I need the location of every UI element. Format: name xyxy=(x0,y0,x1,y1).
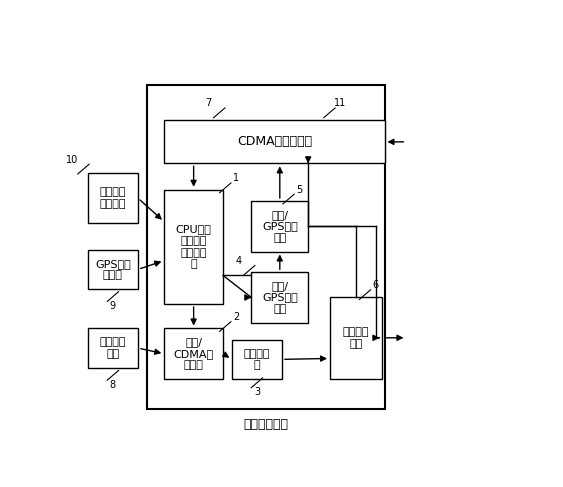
Bar xyxy=(164,190,223,304)
Bar xyxy=(88,250,138,289)
Bar xyxy=(164,328,223,379)
Bar xyxy=(164,120,385,164)
Text: 北斗信号
处理模块: 北斗信号 处理模块 xyxy=(100,187,126,209)
Text: 6: 6 xyxy=(373,281,379,290)
Text: 5: 5 xyxy=(296,185,302,195)
Text: CPU信号
处理及格
式转换单
元: CPU信号 处理及格 式转换单 元 xyxy=(176,225,212,269)
Bar xyxy=(232,340,282,379)
Text: 1: 1 xyxy=(233,173,239,184)
Text: 7: 7 xyxy=(205,98,212,109)
Text: 多路控制
器: 多路控制 器 xyxy=(244,349,270,370)
Text: 10: 10 xyxy=(66,155,79,165)
Bar xyxy=(147,85,385,409)
Text: 北斗/
GPS判定
单元: 北斗/ GPS判定 单元 xyxy=(262,281,298,314)
Text: 11: 11 xyxy=(334,98,346,109)
Bar xyxy=(252,272,308,323)
Text: 8: 8 xyxy=(110,380,116,390)
Text: 北斗/
GPS开关
电路: 北斗/ GPS开关 电路 xyxy=(262,209,298,243)
Text: 4: 4 xyxy=(235,256,242,266)
Bar xyxy=(88,173,138,224)
Text: 手动控制
电路: 手动控制 电路 xyxy=(100,337,126,359)
Text: 嵌入式单片机: 嵌入式单片机 xyxy=(243,417,288,431)
Bar xyxy=(330,297,382,379)
Text: 北斗通道
模块: 北斗通道 模块 xyxy=(343,327,369,349)
Text: 2: 2 xyxy=(233,312,239,322)
Bar xyxy=(88,328,138,368)
Bar xyxy=(252,201,308,252)
Text: GPS子模
块单元: GPS子模 块单元 xyxy=(95,259,131,280)
Text: CDMA子模块单元: CDMA子模块单元 xyxy=(237,135,312,149)
Text: 9: 9 xyxy=(110,301,116,311)
Text: 北斗/
CDMA判
定单元: 北斗/ CDMA判 定单元 xyxy=(173,337,214,370)
Text: 3: 3 xyxy=(254,387,260,397)
